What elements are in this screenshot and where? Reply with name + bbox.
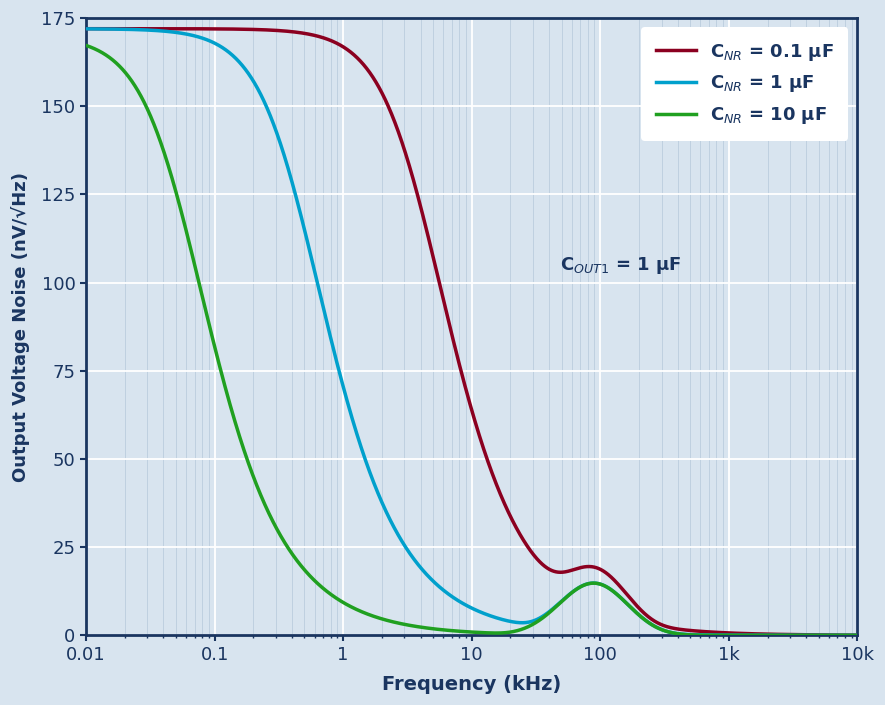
C$_{NR}$ = 1 μF (852, 631, 863, 639)
C$_{NR}$ = 1 μF (169, 28, 180, 37)
C$_{NR}$ = 0.1 μF (214, 25, 225, 33)
C$_{NR}$ = 0.1 μF (852, 631, 863, 639)
C$_{NR}$ = 10 μF (837, 631, 848, 639)
C$_{NR}$ = 10 μF (376, 615, 387, 623)
C$_{NR}$ = 1 μF (410, 557, 420, 565)
C$_{NR}$ = 10 μF (852, 631, 863, 639)
C$_{NR}$ = 1 μF (376, 498, 387, 506)
Line: C$_{NR}$ = 10 μF: C$_{NR}$ = 10 μF (86, 45, 858, 635)
C$_{NR}$ = 0.1 μF (837, 631, 848, 639)
C$_{NR}$ = 10 μF (214, 362, 225, 371)
C$_{NR}$ = 10 μF (410, 622, 420, 630)
Line: C$_{NR}$ = 0.1 μF: C$_{NR}$ = 0.1 μF (86, 29, 858, 635)
C$_{NR}$ = 1 μF (81, 25, 91, 33)
C$_{NR}$ = 0.1 μF (81, 25, 91, 33)
Y-axis label: Output Voltage Noise (nV/√Hz): Output Voltage Noise (nV/√Hz) (12, 172, 30, 482)
C$_{NR}$ = 10 μF (169, 180, 180, 189)
Text: C$_{OUT1}$ = 1 μF: C$_{OUT1}$ = 1 μF (560, 255, 681, 276)
C$_{NR}$ = 0.1 μF (169, 25, 180, 33)
X-axis label: Frequency (kHz): Frequency (kHz) (382, 675, 561, 694)
C$_{NR}$ = 1 μF (214, 42, 225, 50)
C$_{NR}$ = 0.1 μF (410, 183, 420, 191)
C$_{NR}$ = 10 μF (81, 41, 91, 49)
C$_{NR}$ = 1 μF (837, 631, 848, 639)
Line: C$_{NR}$ = 1 μF: C$_{NR}$ = 1 μF (86, 29, 858, 635)
C$_{NR}$ = 0.1 μF (754, 630, 765, 638)
Legend: C$_{NR}$ = 0.1 μF, C$_{NR}$ = 1 μF, C$_{NR}$ = 10 μF: C$_{NR}$ = 0.1 μF, C$_{NR}$ = 1 μF, C$_{… (642, 27, 849, 141)
C$_{NR}$ = 1 μF (754, 631, 765, 639)
C$_{NR}$ = 10 μF (754, 631, 765, 639)
C$_{NR}$ = 0.1 μF (376, 88, 387, 97)
